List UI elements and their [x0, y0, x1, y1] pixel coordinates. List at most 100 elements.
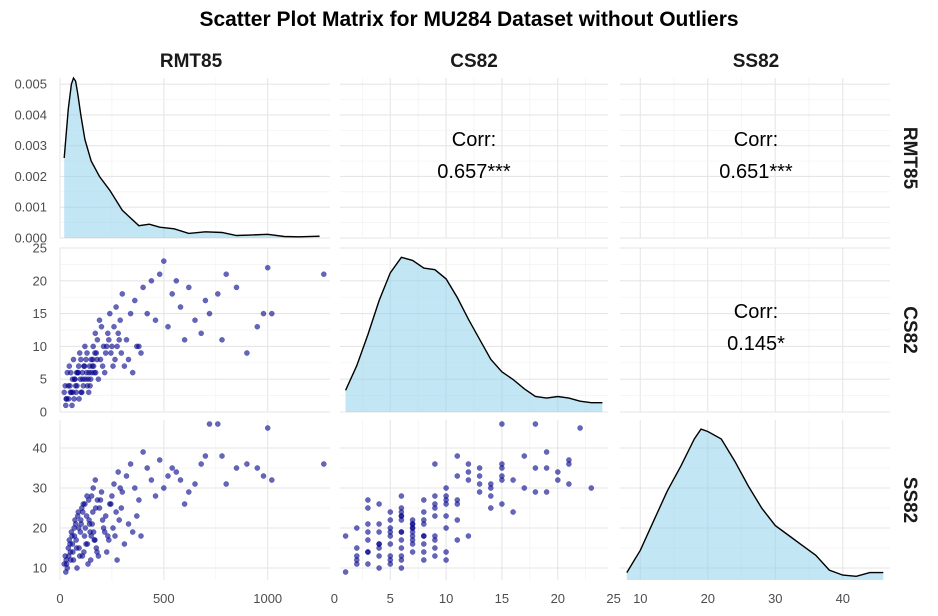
y-tick-label: 0.005 — [14, 77, 47, 92]
y-tick-label: 15 — [33, 306, 47, 321]
scatter-point-rmt85-vs-ss82 — [62, 569, 69, 575]
corr-label-rmt85-cs82: Corr: — [452, 129, 496, 151]
scatter-point-rmt85-vs-cs82 — [115, 330, 122, 337]
scatter-point-cs82-vs-ss82 — [387, 509, 394, 515]
x-tick-label: 1000 — [253, 591, 282, 606]
scatter-point-rmt85-vs-cs82 — [131, 297, 138, 304]
scatter-point-rmt85-vs-ss82 — [136, 497, 142, 503]
scatter-point-rmt85-vs-cs82 — [66, 363, 73, 369]
scatter-point-rmt85-vs-cs82 — [103, 343, 110, 350]
scatter-point-rmt85-vs-cs82 — [264, 264, 271, 271]
scatter-point-cs82-vs-ss82 — [432, 513, 438, 519]
y-tick-label: 0.003 — [14, 138, 47, 153]
scatter-point-rmt85-vs-ss82 — [125, 521, 132, 527]
scatter-point-rmt85-vs-ss82 — [105, 537, 112, 543]
scatter-point-rmt85-vs-cs82 — [223, 271, 230, 278]
scatter-point-rmt85-vs-ss82 — [97, 497, 104, 503]
scatter-point-cs82-vs-ss82 — [532, 421, 539, 427]
scatter-point-rmt85-vs-ss82 — [202, 453, 209, 459]
scatter-point-rmt85-vs-cs82 — [268, 310, 275, 317]
scatter-point-cs82-vs-ss82 — [432, 493, 438, 499]
scatter-point-cs82-vs-ss82 — [566, 481, 572, 487]
strip-label-col-cs82: CS82 — [450, 51, 498, 72]
scatter-point-rmt85-vs-cs82 — [95, 376, 102, 383]
y-tick-label: 5 — [40, 372, 47, 387]
scatter-point-cs82-vs-ss82 — [409, 549, 416, 555]
scatter-point-rmt85-vs-ss82 — [198, 461, 205, 467]
scatter-point-rmt85-vs-ss82 — [138, 533, 144, 539]
corr-value-rmt85-ss82: 0.651*** — [719, 161, 793, 183]
scatter-point-rmt85-vs-ss82 — [92, 505, 99, 511]
scatter-point-rmt85-vs-ss82 — [72, 517, 78, 523]
scatter-point-rmt85-vs-cs82 — [77, 356, 84, 363]
scatter-point-cs82-vs-ss82 — [365, 537, 371, 543]
scatter-point-rmt85-vs-cs82 — [73, 389, 80, 396]
corr-label-rmt85-ss82: Corr: — [734, 129, 778, 151]
scatter-point-rmt85-vs-ss82 — [84, 541, 91, 547]
scatter-point-rmt85-vs-cs82 — [94, 336, 101, 343]
scatter-point-rmt85-vs-ss82 — [114, 557, 120, 563]
scatter-point-cs82-vs-ss82 — [420, 557, 427, 563]
scatter-point-rmt85-vs-cs82 — [108, 350, 114, 356]
scatter-point-rmt85-vs-ss82 — [89, 509, 96, 515]
corr-value-rmt85-cs82: 0.657*** — [437, 161, 511, 183]
scatter-point-cs82-vs-ss82 — [554, 469, 561, 475]
y-tick-label: 0.004 — [14, 107, 47, 122]
scatter-point-cs82-vs-ss82 — [499, 501, 505, 507]
scatter-point-rmt85-vs-cs82 — [320, 271, 327, 278]
scatter-point-rmt85-vs-ss82 — [92, 477, 99, 483]
scatter-point-rmt85-vs-ss82 — [156, 457, 163, 463]
scatter-point-cs82-vs-ss82 — [409, 529, 416, 535]
scatter-point-cs82-vs-ss82 — [577, 425, 583, 431]
scatter-point-cs82-vs-ss82 — [432, 545, 438, 551]
scatter-point-rmt85-vs-cs82 — [76, 396, 82, 402]
density-line-rmt85 — [63, 76, 320, 238]
scatter-point-rmt85-vs-cs82 — [173, 277, 180, 284]
scatter-point-rmt85-vs-cs82 — [94, 356, 100, 363]
scatter-point-rmt85-vs-cs82 — [133, 343, 140, 350]
scatter-point-cs82-vs-ss82 — [443, 513, 449, 519]
scatter-point-rmt85-vs-cs82 — [233, 284, 240, 291]
x-tick-label: 5 — [387, 591, 394, 606]
scatter-point-rmt85-vs-cs82 — [112, 356, 118, 363]
scatter-point-rmt85-vs-cs82 — [104, 330, 111, 337]
scatter-point-rmt85-vs-ss82 — [268, 477, 275, 483]
scatter-point-rmt85-vs-cs82 — [74, 382, 80, 389]
scatter-point-cs82-vs-ss82 — [454, 453, 461, 459]
scatter-point-cs82-vs-ss82 — [398, 529, 405, 535]
scatter-point-rmt85-vs-cs82 — [65, 396, 72, 402]
scatter-point-rmt85-vs-ss82 — [90, 529, 97, 535]
scatter-point-rmt85-vs-cs82 — [92, 350, 98, 356]
x-tick-label: 20 — [701, 591, 715, 606]
scatter-point-rmt85-vs-ss82 — [70, 549, 76, 555]
scatter-point-cs82-vs-ss82 — [476, 465, 483, 471]
scatter-point-rmt85-vs-cs82 — [110, 363, 116, 369]
scatter-point-rmt85-vs-ss82 — [127, 461, 134, 467]
scatter-point-rmt85-vs-ss82 — [121, 541, 128, 547]
scatter-point-rmt85-vs-ss82 — [148, 477, 155, 483]
scatter-point-rmt85-vs-cs82 — [75, 363, 82, 369]
scatter-point-cs82-vs-ss82 — [353, 561, 360, 567]
scatter-point-rmt85-vs-ss82 — [133, 513, 140, 519]
scatter-point-cs82-vs-ss82 — [521, 453, 528, 459]
scatter-point-rmt85-vs-cs82 — [106, 310, 113, 317]
scatter-point-cs82-vs-ss82 — [443, 557, 449, 563]
scatter-point-cs82-vs-ss82 — [420, 533, 427, 539]
strip-label-col-ss82: SS82 — [733, 51, 779, 72]
scatter-point-cs82-vs-ss82 — [420, 541, 427, 547]
scatter-point-rmt85-vs-ss82 — [192, 481, 198, 487]
scatter-point-rmt85-vs-ss82 — [113, 509, 119, 515]
scatter-point-cs82-vs-ss82 — [465, 533, 472, 539]
scatter-point-rmt85-vs-cs82 — [140, 284, 146, 291]
scatter-point-rmt85-vs-ss82 — [73, 537, 80, 543]
scatter-point-rmt85-vs-cs82 — [62, 402, 69, 409]
x-tick-label: 10 — [439, 591, 453, 606]
scatter-point-rmt85-vs-cs82 — [92, 369, 99, 376]
scatter-point-rmt85-vs-ss82 — [173, 469, 180, 475]
scatter-point-rmt85-vs-cs82 — [125, 356, 132, 363]
scatter-point-cs82-vs-ss82 — [353, 545, 360, 551]
density-fill-cs82 — [345, 257, 603, 412]
y-tick-label: 30 — [33, 481, 47, 496]
scatter-point-cs82-vs-ss82 — [487, 481, 494, 487]
scatter-point-cs82-vs-ss82 — [443, 549, 449, 555]
